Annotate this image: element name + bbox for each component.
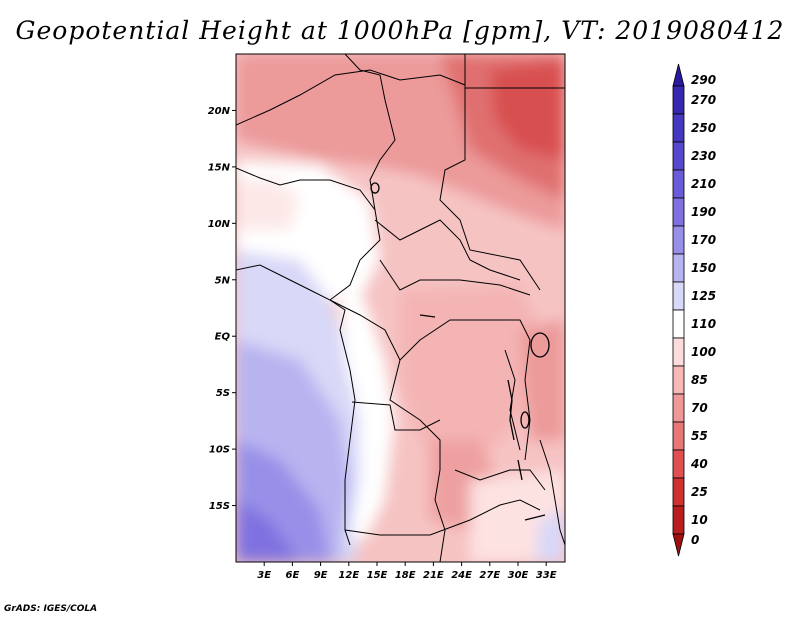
colorbar-label: 40	[690, 457, 708, 471]
lat-tick-label: EQ	[215, 332, 231, 343]
lake-outlines	[370, 182, 550, 521]
colorbar-label: 190	[691, 205, 716, 219]
lon-tick-label: 9E	[314, 570, 328, 581]
colorbar-label: 150	[691, 261, 716, 275]
lat-tick-label: 15S	[209, 501, 230, 512]
lon-tick-label: 3E	[257, 570, 271, 581]
colorbar-swatch	[672, 197, 685, 227]
colorbar-swatch	[672, 169, 685, 199]
colorbar-label: 85	[691, 373, 708, 387]
lat-tick-label: 10N	[208, 219, 231, 230]
colorbar-swatch	[672, 505, 685, 535]
colorbar-label: 25	[691, 485, 708, 499]
colorbar-label: 0	[691, 533, 699, 547]
colorbar-label: 10	[691, 513, 708, 527]
colorbar-swatch	[672, 141, 685, 171]
map-frame	[235, 53, 566, 563]
colorbar-swatch	[672, 449, 685, 479]
lat-tick-label: 5S	[216, 388, 230, 399]
longitude-axis: 3E 6E 9E 12E 15E 18E 21E 24E 27E 30E 33E	[257, 562, 557, 581]
lat-tick-label: 15N	[208, 162, 231, 173]
lat-tick-label: 20N	[208, 106, 231, 117]
colorbar-label: 170	[691, 233, 716, 247]
colorbar-label: 70	[691, 401, 708, 415]
lon-tick-label: 21E	[423, 570, 444, 581]
lon-tick-label: 12E	[338, 570, 359, 581]
lon-tick-label: 30E	[508, 570, 529, 581]
colorbar-top-arrow	[672, 63, 685, 87]
colorbar-swatch	[672, 365, 685, 395]
colorbar-swatch	[672, 477, 685, 507]
lon-tick-label: 24E	[451, 570, 472, 581]
lon-tick-label: 6E	[286, 570, 300, 581]
colorbar-swatch	[672, 113, 685, 143]
map-title: Geopotential Height at 1000hPa [gpm], VT…	[15, 16, 785, 45]
colorbar-swatch	[672, 337, 685, 367]
lon-tick-label: 18E	[395, 570, 416, 581]
lat-tick-label: 5N	[215, 275, 231, 286]
colorbar-swatch	[672, 421, 685, 451]
border-lines	[236, 54, 565, 562]
colorbar-swatch	[672, 281, 685, 311]
colorbar-swatch	[672, 225, 685, 255]
lat-tick-label: 10S	[209, 445, 230, 456]
colorbar-bottom-arrow	[672, 533, 685, 557]
colorbar-swatch	[672, 85, 685, 115]
colorbar-label: 210	[691, 177, 716, 191]
colorbar-label: 110	[691, 317, 716, 331]
colorbar: 2902702502302101901701501251101008570554…	[672, 63, 716, 557]
colorbar-label: 55	[691, 429, 708, 443]
colorbar-swatch	[672, 309, 685, 339]
height-field	[236, 54, 565, 562]
lon-tick-label: 33E	[536, 570, 557, 581]
colorbar-label: 125	[691, 289, 716, 303]
grads-credit: GrADS: IGES/COLA	[4, 604, 98, 614]
colorbar-label: 100	[691, 345, 716, 359]
lon-tick-label: 15E	[367, 570, 388, 581]
colorbar-label: 250	[691, 121, 716, 135]
colorbar-label: 230	[691, 149, 716, 163]
lon-tick-label: 27E	[479, 570, 500, 581]
colorbar-swatch	[672, 393, 685, 423]
colorbar-label: 290	[691, 73, 716, 87]
colorbar-label: 270	[691, 93, 716, 107]
latitude-axis: 20N 15N 10N 5N EQ 5S 10S 15S	[208, 106, 236, 512]
colorbar-swatch	[672, 253, 685, 283]
